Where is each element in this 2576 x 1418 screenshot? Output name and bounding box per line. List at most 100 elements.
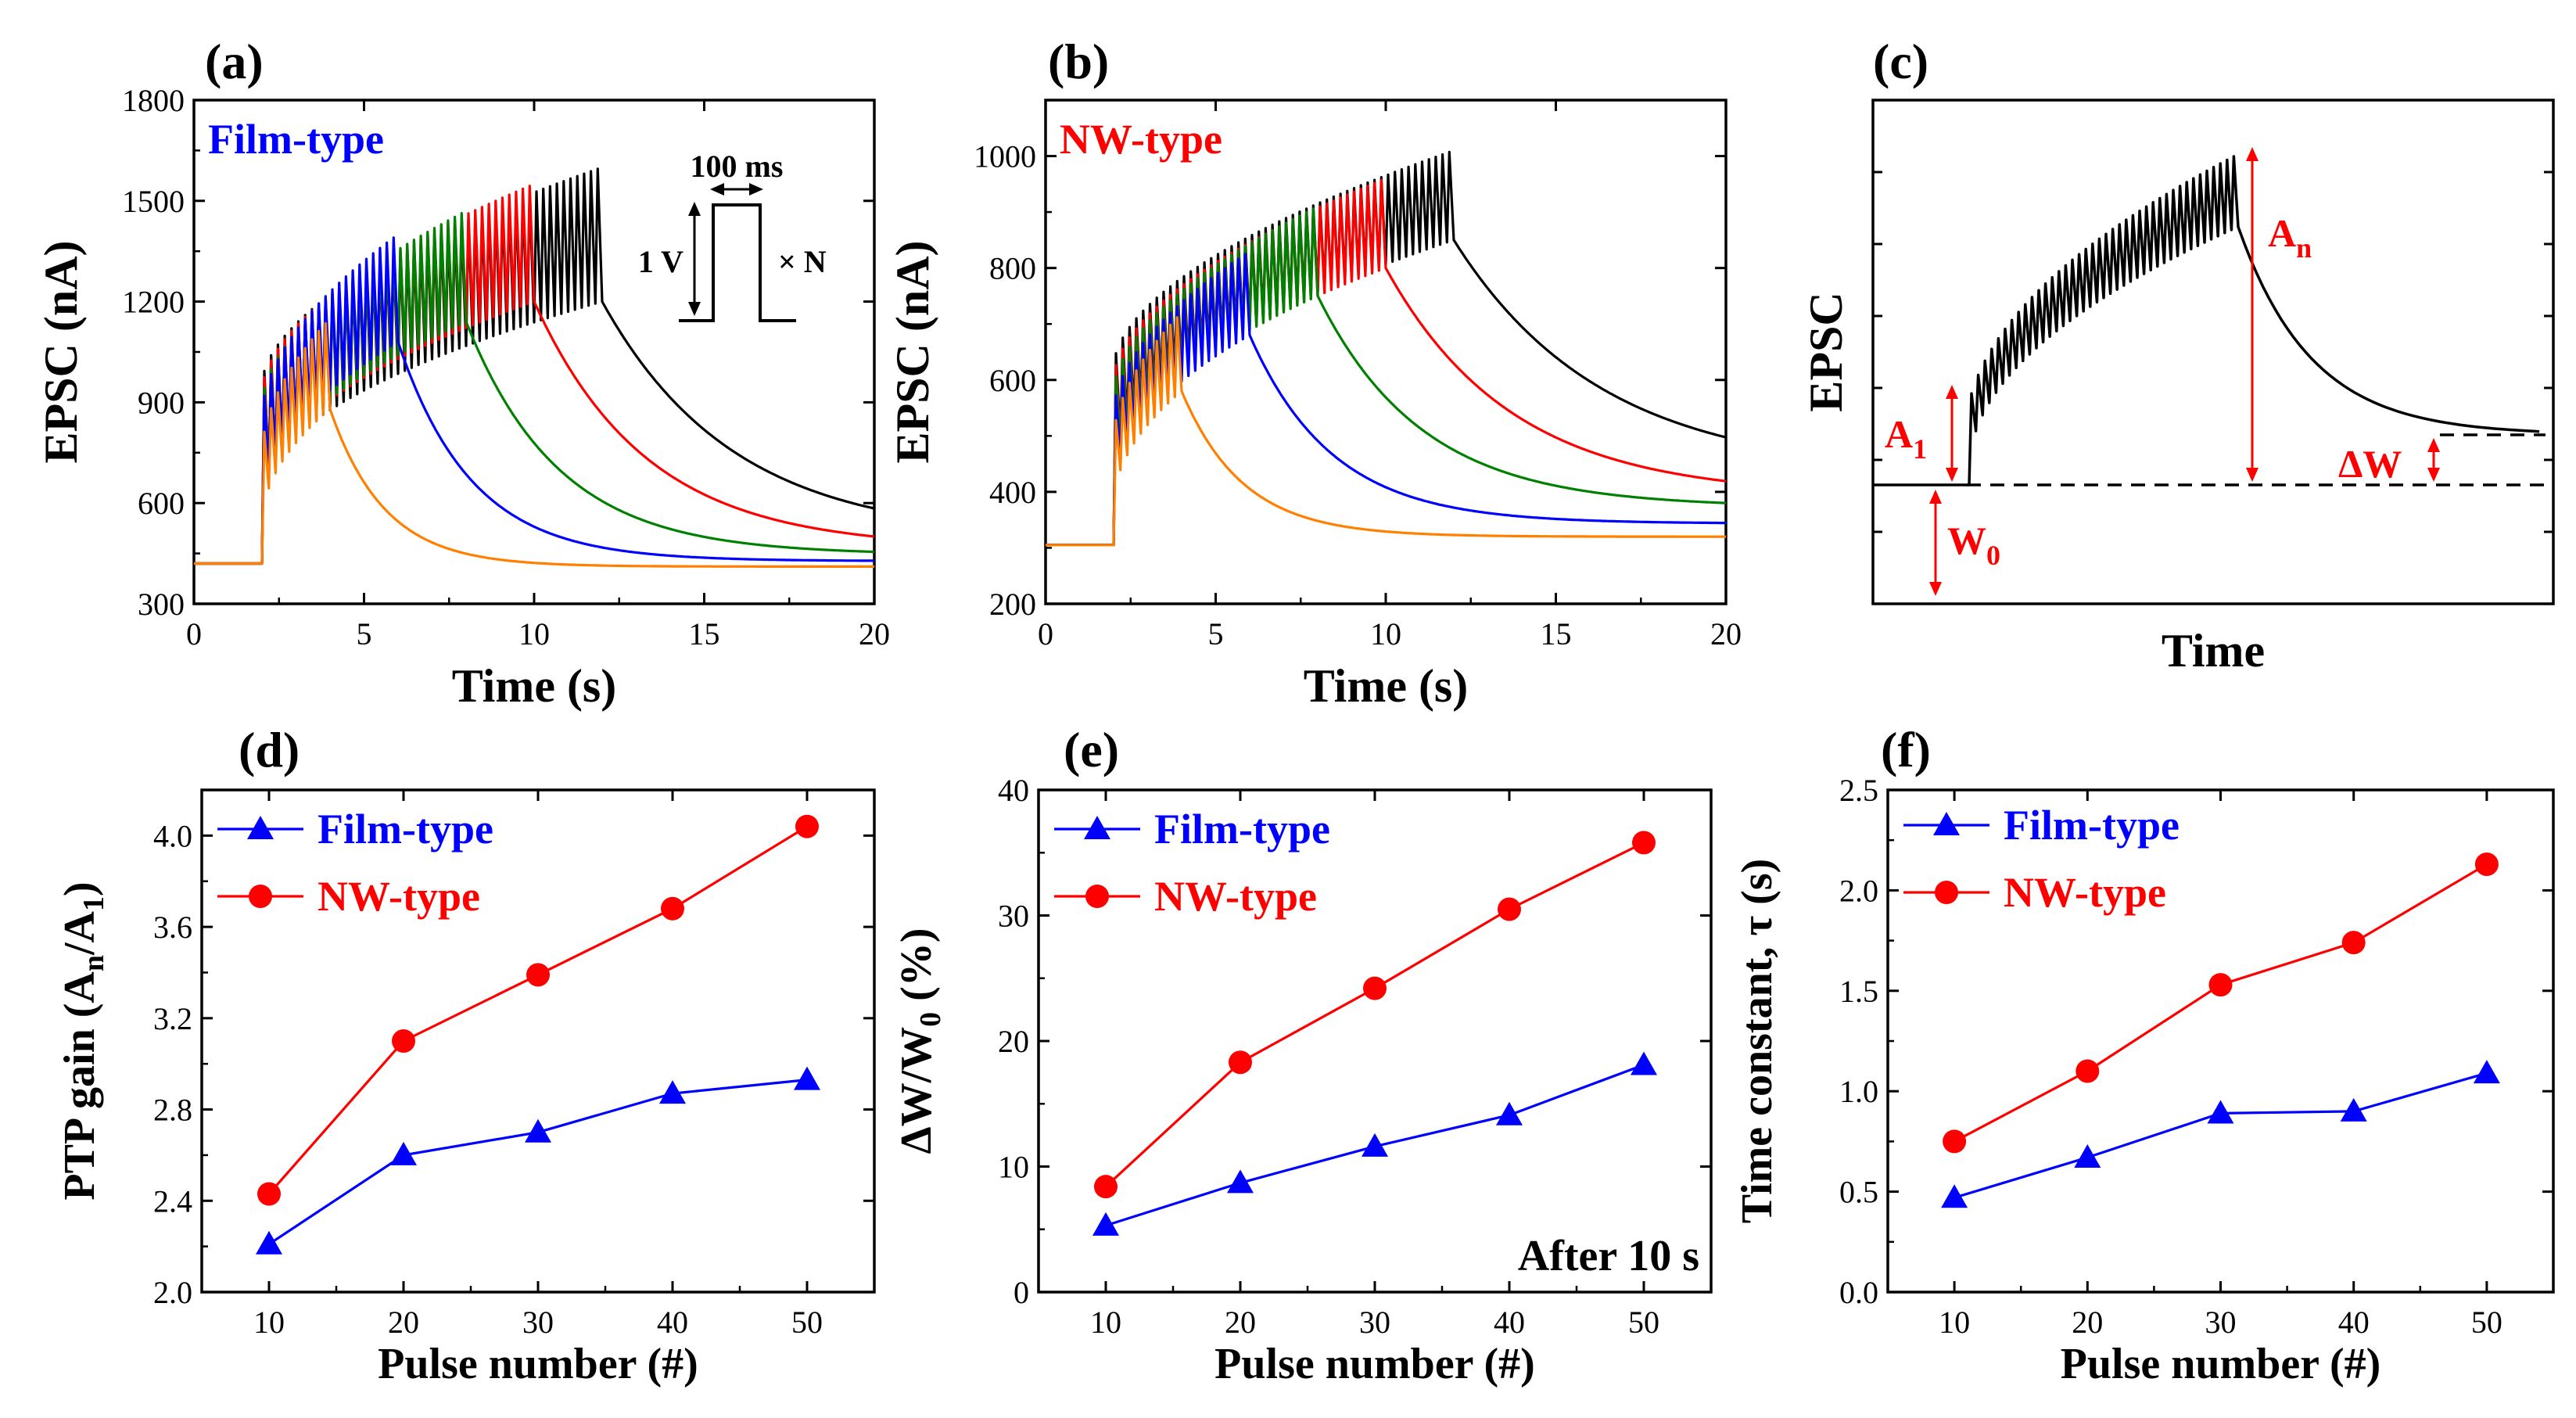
legend-marker-circle [1085,885,1109,908]
ylabel-part: /A [56,910,104,956]
y-tick-label: 800 [989,251,1036,286]
y-tick-label: 10 [998,1150,1029,1185]
width-arrowheads [710,183,763,196]
ylabel-part: ) [56,881,104,896]
epsc-trace-orange [194,321,874,568]
panel-f-frame [1886,788,2555,1294]
W0-label-sub: 0 [1986,540,2000,571]
x-tick-label: 50 [791,1305,823,1340]
panel-b-xlabel: Time (s) [1304,660,1469,712]
x-tick-label: 10 [518,616,550,652]
panel-f-ylabel: Time constant, τ (s) [1733,859,1781,1224]
W0-label-main: W [1947,519,1986,562]
panel-d-ticks: 10 20 30 40 50 2.0 2.4 2.8 3.2 3.6 4.0 [153,790,874,1340]
y-tick-label: 20 [998,1024,1029,1059]
An-label-main: A [2268,211,2296,255]
x-tick-label: 15 [1541,616,1572,652]
ylabel-part: 1 [77,896,110,911]
y-tick-label: 300 [138,587,185,622]
panel-d-frame [200,788,876,1294]
data-point-circle [1632,831,1656,855]
data-point-circle [2076,1059,2100,1083]
ylabel-part: ΔW/W [892,1027,941,1154]
data-point-circle [1943,1129,1967,1154]
panel-e-frame [1037,788,1713,1294]
x-tick-label: 30 [2205,1305,2237,1340]
data-point-circle [1229,1050,1252,1075]
x-tick-label: 15 [689,616,720,652]
panel-b-ylabel: EPSC (nA) [887,240,938,463]
data-point-triangle [390,1141,417,1165]
data-point-circle [795,814,819,838]
data-point-triangle [1092,1212,1119,1236]
y-tick-label: 2.5 [1839,773,1878,808]
panel-d-xlabel: Pulse number (#) [378,1340,698,1388]
data-point-circle [2208,973,2233,997]
data-point-circle [1363,976,1387,1000]
y-tick-label: 40 [998,773,1029,808]
y-tick-label: 1200 [122,285,185,320]
panel-a-ylabel: EPSC (nA) [35,240,87,463]
panel-a-series [194,167,874,568]
x-tick-label: 0 [1038,616,1053,652]
y-tick-label: 0.0 [1839,1275,1878,1310]
panel-e-annotation: After 10 s [1518,1232,1699,1280]
panel-letter: (e) [1064,722,1119,777]
data-point-triangle [1362,1133,1388,1157]
x-tick-label: 20 [1710,616,1742,652]
legend-marker-circle [249,885,272,908]
series-line-triangle [268,1079,808,1246]
panel-d-ylabel: PTP gain (An/A1) [56,881,110,1200]
x-tick-label: 30 [522,1305,554,1340]
ylabel-part: Time constant, τ (s) [1733,859,1781,1224]
panel-b-title: NW-type [1060,116,1222,163]
An-label-sub: n [2296,232,2312,264]
data-point-circle [1094,1175,1118,1199]
panel-e-ylabel: ΔW/W0 (%) [892,928,947,1154]
data-point-triangle [2473,1060,2500,1084]
data-point-triangle [256,1230,282,1255]
legend-marker-triangle [1933,812,1960,835]
x-tick-label: 10 [1370,616,1401,652]
A1-label-sub: 1 [1913,433,1927,465]
y-tick-label: 1.0 [1839,1074,1878,1109]
epsc-trace-blue [194,236,874,565]
panel-a-title: Film-type [208,116,384,163]
data-point-triangle [1941,1184,1968,1208]
panel-e-ticks: 10 20 30 40 50 0 10 20 30 40 [998,773,1711,1340]
panel-f-xlabel: Pulse number (#) [2061,1340,2381,1388]
An-label: An [2268,211,2312,264]
x-tick-label: 20 [859,616,890,652]
data-point-triangle [525,1118,551,1143]
legend-marker-triangle [247,816,274,839]
data-point-circle [257,1182,281,1206]
panel-letter: (b) [1048,34,1109,89]
panel-f-ticks: 10 20 30 40 50 0.0 0.5 1.0 1.5 2.0 2.5 [1839,773,2553,1340]
epsc-trace-green [194,212,874,565]
panel-b-series [1046,150,1726,547]
x-tick-label: 20 [388,1305,419,1340]
data-point-circle [526,963,550,987]
x-tick-label: 20 [2072,1305,2103,1340]
data-point-triangle [2074,1143,2101,1168]
epsc-trace-orange [1046,316,1726,547]
y-tick-label: 2.8 [153,1093,192,1128]
legend-label: Film-type [2004,802,2180,849]
x-tick-label: 5 [357,616,372,652]
panel-a-ticks: 0 5 10 15 20 300 600 900 1200 1500 1800 [122,83,890,652]
x-tick-label: 20 [1225,1305,1256,1340]
x-tick-label: 5 [1208,616,1224,652]
y-tick-label: 600 [989,363,1036,398]
x-tick-label: 50 [2471,1305,2502,1340]
y-tick-label: 900 [138,385,185,420]
y-tick-label: 2.0 [1839,873,1878,908]
y-tick-label: 30 [998,899,1029,934]
pulse-inset: 100 ms 1 V × N [638,149,827,322]
data-point-circle [2341,931,2366,955]
epsc-trace-green [1046,207,1726,547]
panel-letter: (f) [1881,722,1931,777]
y-tick-label: 1000 [974,139,1036,174]
data-point-circle [2474,853,2499,877]
panel-letter: (c) [1873,34,1928,89]
